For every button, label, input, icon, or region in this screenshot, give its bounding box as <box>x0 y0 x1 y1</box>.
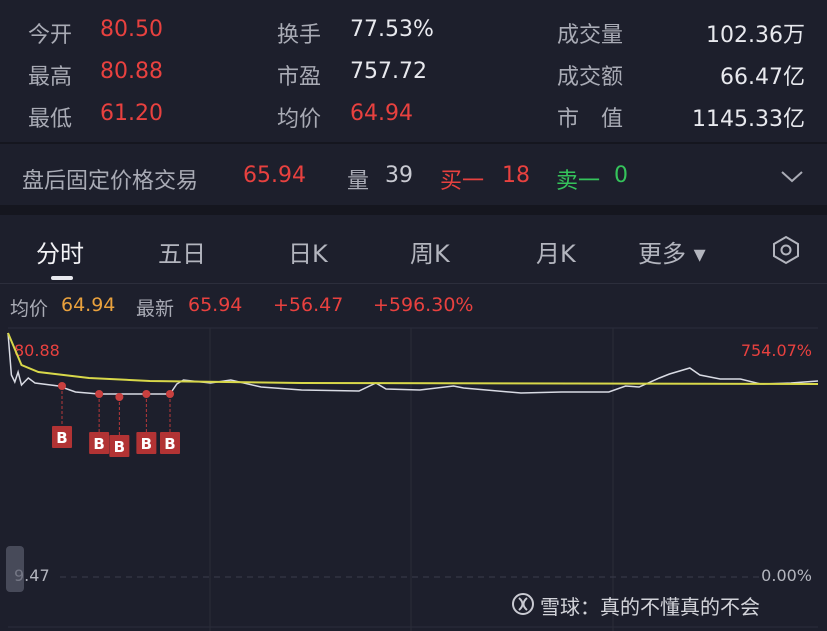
tab-daily-k[interactable]: 日K <box>288 240 328 268</box>
after-hours-vol: 39 <box>385 163 413 188</box>
turnover-label: 换手 <box>277 23 322 48</box>
sell1-value: 0 <box>614 163 628 188</box>
buy-marker[interactable]: B <box>136 389 157 454</box>
sell1-label: 卖一 <box>556 169 601 194</box>
mcap-label: 市 值 <box>557 107 624 132</box>
pe-label: 市盈 <box>277 65 322 90</box>
volume-value: 102.36万 <box>706 23 805 48</box>
active-tab-indicator <box>51 276 73 280</box>
buy1-label: 买一 <box>440 169 485 194</box>
amount-label: 成交额 <box>557 65 624 90</box>
buy-marker-label: B <box>93 435 104 453</box>
section-divider <box>0 205 827 215</box>
turnover-value: 77.53% <box>350 17 434 42</box>
info-change: +56.47 <box>273 294 344 316</box>
pe-value: 757.72 <box>350 59 427 84</box>
low-label: 最低 <box>28 107 73 132</box>
y-top-label: 80.88 <box>14 341 60 360</box>
buy-marker[interactable]: B <box>52 381 72 448</box>
open-label: 今开 <box>28 23 73 48</box>
open-value: 80.50 <box>100 17 163 42</box>
info-avg-value: 64.94 <box>61 294 116 316</box>
after-hours-label: 盘后固定价格交易 <box>22 169 199 194</box>
buy-marker-label: B <box>141 435 152 453</box>
y-right-top-label: 754.07% <box>741 341 812 360</box>
mcap-value: 1145.33亿 <box>692 107 805 132</box>
info-change-pct: +596.30% <box>373 294 474 316</box>
watermark-text: 雪球：真的不懂真的不会 <box>540 595 760 619</box>
avg-value: 64.94 <box>350 101 413 126</box>
chart-grid <box>8 327 818 631</box>
y-right-bottom-label: 0.00% <box>761 566 812 585</box>
hexagon-settings-icon[interactable] <box>771 235 801 265</box>
tab-weekly-k[interactable]: 周K <box>410 240 450 268</box>
info-latest-value: 65.94 <box>188 294 243 316</box>
amount-value: 66.47亿 <box>720 65 805 90</box>
price-line <box>7 332 819 395</box>
volume-label: 成交量 <box>557 23 624 48</box>
buy-marker[interactable]: B <box>89 389 110 454</box>
buy-marker-label: B <box>114 438 125 456</box>
avg-line <box>7 332 819 385</box>
info-avg-label: 均价 <box>10 298 49 320</box>
after-hours-vol-label: 量 <box>347 169 370 194</box>
buy-marker-label: B <box>56 429 67 447</box>
tab-monthly-k[interactable]: 月K <box>536 240 576 268</box>
tab-intraday[interactable]: 分时 <box>36 240 84 268</box>
low-value: 61.20 <box>100 101 163 126</box>
divider <box>0 142 827 144</box>
chevron-down-icon[interactable] <box>780 168 804 184</box>
high-value: 80.88 <box>100 59 163 84</box>
buy-marker[interactable]: B <box>109 392 130 457</box>
buy-marker-label: B <box>164 435 175 453</box>
buy-marker[interactable]: B <box>160 389 180 454</box>
side-drawer-handle[interactable] <box>6 546 24 592</box>
buy1-value: 18 <box>502 163 530 188</box>
tab-more[interactable]: 更多 ▾ <box>638 240 706 268</box>
xueqiu-logo-icon <box>512 593 534 615</box>
avg-label: 均价 <box>277 107 322 132</box>
divider <box>0 283 827 284</box>
info-latest-label: 最新 <box>136 298 175 320</box>
after-hours-price: 65.94 <box>243 163 306 188</box>
tab-five-day[interactable]: 五日 <box>158 240 206 268</box>
high-label: 最高 <box>28 65 73 90</box>
